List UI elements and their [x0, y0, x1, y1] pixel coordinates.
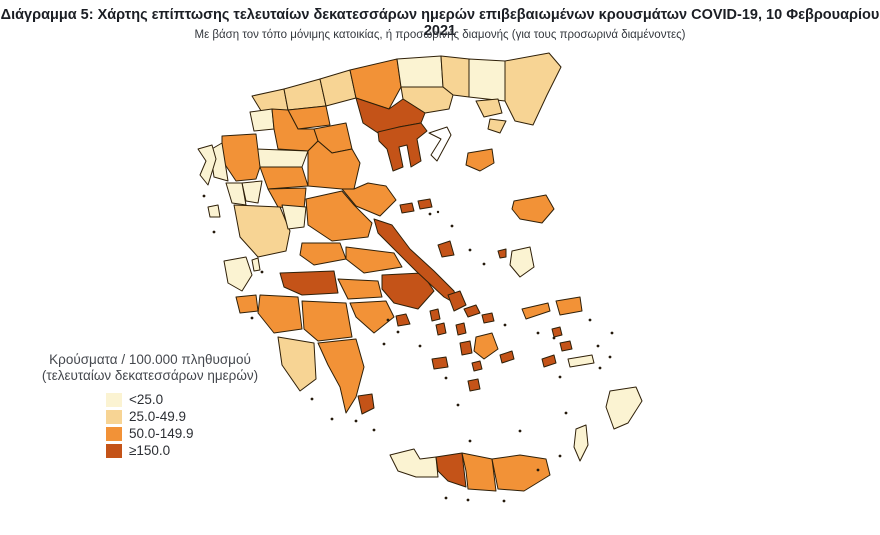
region-paros — [459, 340, 473, 356]
region-patmos-leros — [551, 326, 563, 338]
region-amorgos — [499, 350, 515, 364]
region-drama — [396, 55, 444, 88]
region-ioannina — [221, 133, 261, 182]
region-pella — [283, 78, 327, 111]
region-kos — [567, 354, 595, 368]
region-syros — [455, 322, 467, 336]
region-aetolia-acarnania — [233, 204, 291, 258]
region-astypalea — [541, 354, 557, 368]
region-limnos — [465, 148, 495, 172]
region-magnesia — [341, 182, 397, 217]
region-phthiotis — [305, 190, 373, 242]
region-preveza — [225, 182, 247, 206]
region-evrytania — [281, 204, 307, 230]
region-messenia — [277, 336, 317, 392]
figure-title: Διάγραμμα 5: Χάρτης επίπτωσης τελευταίων… — [0, 7, 880, 39]
region-ikaria — [521, 302, 551, 320]
region-chania — [389, 448, 439, 478]
region-evros — [504, 52, 562, 126]
region-achaea — [279, 270, 339, 296]
region-corinthia — [337, 278, 383, 300]
legend-label: ≥150.0 — [129, 443, 171, 459]
legend-swatch-c2 — [106, 409, 122, 424]
region-naxos — [473, 332, 499, 360]
region-athos — [428, 126, 452, 162]
region-samos — [555, 296, 583, 316]
region-chalkidiki — [377, 122, 428, 172]
legend-label: 25.0-49.9 — [129, 409, 187, 425]
region-elis — [257, 294, 303, 334]
region-corfu — [197, 144, 217, 186]
map-legend: Κρούσματα / 100.000 πληθυσμού (τελευταίω… — [28, 352, 272, 459]
region-phocis — [299, 242, 347, 266]
region-kastoria — [249, 108, 275, 132]
region-chios — [509, 246, 535, 278]
legend-label: <25.0 — [129, 392, 164, 408]
legend-swatch-c4 — [106, 443, 122, 458]
region-kythira — [357, 393, 375, 415]
region-lesbos — [511, 194, 555, 224]
region-rhodes — [605, 386, 643, 430]
figure-subtitle: Με βάση τον τόπο μόνιμης κατοικίας, ή πρ… — [194, 29, 686, 41]
legend-item: <25.0 — [106, 391, 272, 408]
region-kalymnos — [559, 340, 573, 352]
region-andros — [447, 290, 467, 312]
region-lefkada — [207, 204, 221, 218]
region-boeotia — [345, 246, 403, 274]
region-mykonos — [481, 312, 495, 324]
region-zakynthos — [235, 294, 259, 314]
region-samothrace — [487, 118, 507, 134]
region-kea — [429, 308, 441, 322]
region-skiathos-skopelos — [399, 202, 415, 214]
region-kilkis — [319, 69, 357, 107]
islet-dots — [202, 194, 614, 503]
region-trikala — [259, 166, 309, 190]
region-skyros — [437, 240, 455, 258]
legend-title-line1: Κρούσματα / 100.000 πληθυσμού — [49, 352, 251, 367]
legend-swatch-c1 — [106, 392, 122, 407]
region-alonissos — [417, 198, 433, 210]
region-laconia — [317, 338, 365, 414]
region-ios — [471, 360, 483, 372]
legend-item: 25.0-49.9 — [106, 408, 272, 425]
region-larissa — [307, 140, 361, 190]
region-kefalonia — [223, 256, 253, 292]
region-thasos — [475, 98, 503, 118]
region-rodopi — [468, 58, 506, 102]
region-santorini — [467, 378, 481, 392]
legend-title-line2: (τελευταίων δεκατεσσάρων ημερών) — [41, 368, 259, 384]
region-grevena — [255, 148, 309, 168]
region-argolis — [349, 300, 395, 334]
region-serres — [349, 58, 402, 110]
region-karpathos — [573, 424, 589, 462]
legend-item: 50.0-149.9 — [106, 425, 272, 442]
region-xanthi — [440, 55, 470, 98]
legend-rows: <25.0 25.0-49.9 50.0-149.9 ≥150.0 — [28, 391, 272, 459]
region-ithaki — [251, 257, 261, 272]
region-kythnos — [435, 322, 447, 336]
region-heraklion — [461, 452, 497, 492]
region-milos — [431, 356, 449, 370]
legend-title: Κρούσματα / 100.000 πληθυσμού (τελευταίω… — [28, 352, 272, 384]
legend-swatch-c3 — [106, 426, 122, 441]
region-tinos — [463, 304, 481, 318]
region-aegina — [395, 313, 411, 327]
region-rethymno — [435, 452, 467, 488]
legend-label: 50.0-149.9 — [129, 426, 194, 442]
legend-item: ≥150.0 — [106, 442, 272, 459]
region-lasithi — [491, 454, 551, 492]
region-psara — [497, 248, 507, 259]
region-arcadia — [301, 300, 353, 342]
